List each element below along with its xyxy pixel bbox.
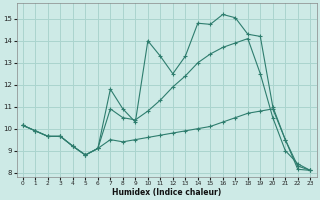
X-axis label: Humidex (Indice chaleur): Humidex (Indice chaleur) xyxy=(112,188,221,197)
